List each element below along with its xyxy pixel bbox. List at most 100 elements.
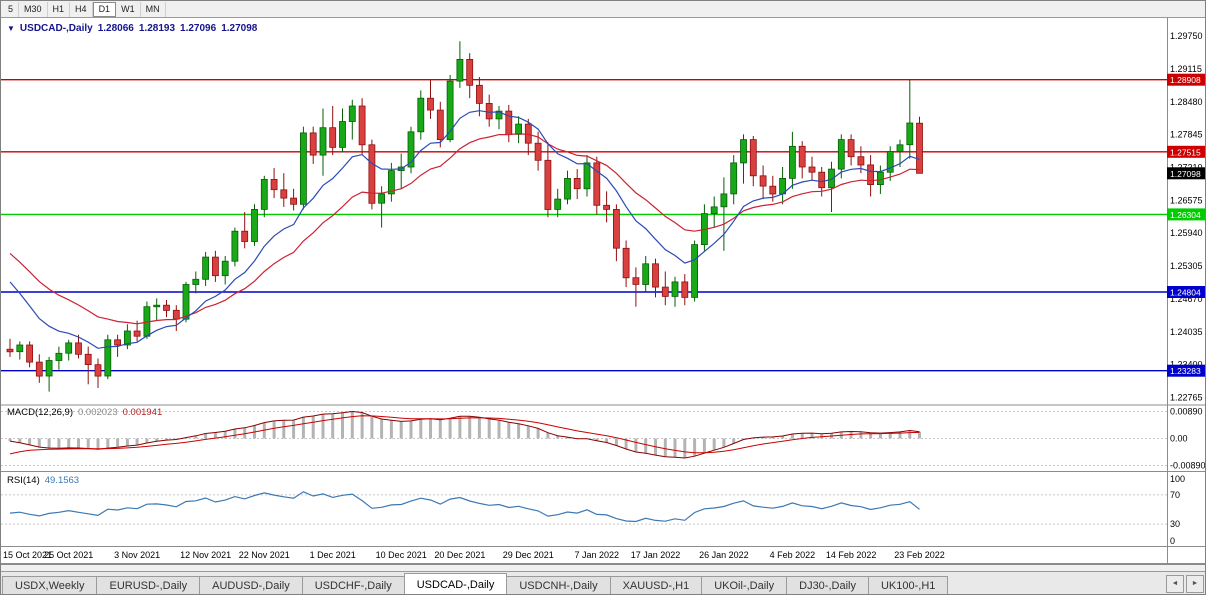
price-badge-text: 1.26304 — [1170, 210, 1201, 220]
timeframe-button-m30[interactable]: M30 — [19, 1, 48, 17]
candle-body — [515, 123, 522, 135]
price-axis-label: 1.29115 — [1170, 64, 1202, 74]
candle-body — [652, 263, 659, 288]
date-axis-label: 7 Jan 2022 — [575, 550, 620, 560]
price-badge — [1167, 145, 1205, 158]
candle-body — [681, 281, 689, 298]
price-axis-label: 1.25940 — [1170, 228, 1203, 238]
macd-axis-label: 0.00890 — [1170, 407, 1203, 417]
candle-body — [828, 168, 835, 189]
price-axis-label: 1.28480 — [1170, 97, 1203, 107]
candle-body — [759, 175, 767, 187]
price-badge-text: 1.27515 — [1170, 147, 1201, 157]
candle-body — [710, 206, 718, 214]
candle-body — [55, 352, 63, 361]
chart-tab-eurusd-daily[interactable]: EURUSD-,Daily — [96, 576, 201, 594]
candle-body — [358, 105, 366, 146]
price-badge — [1167, 167, 1205, 180]
candle-body — [124, 330, 131, 346]
candle-body — [427, 97, 434, 111]
candle-body — [202, 256, 210, 280]
candle-body — [231, 230, 239, 262]
price-badge-text: 1.27098 — [1170, 169, 1201, 179]
candle-body — [691, 244, 698, 298]
candle-body — [495, 110, 503, 120]
date-axis-label: 20 Dec 2021 — [434, 550, 485, 560]
ohlc-close: 1.27098 — [221, 23, 258, 34]
macd-axis-label: 0.00 — [1170, 434, 1188, 444]
tab-scroll-right-icon[interactable]: ► — [1186, 575, 1204, 593]
candle-body — [896, 144, 904, 152]
date-axis-label: 23 Feb 2022 — [894, 550, 945, 560]
chart-tab-usdchf-daily[interactable]: USDCHF-,Daily — [301, 576, 405, 594]
price-badge-text: 1.24804 — [1170, 288, 1201, 298]
price-axis-label: 1.26575 — [1170, 195, 1203, 205]
ma-fast-line — [9, 110, 920, 349]
candle-body — [769, 185, 777, 195]
chart-tab-usdx-weekly[interactable]: USDX,Weekly — [2, 576, 98, 594]
candle-body — [309, 132, 317, 156]
candle-body — [241, 230, 249, 242]
candle-body — [26, 344, 34, 363]
candle-body — [877, 171, 884, 185]
timeframe-button-w1[interactable]: W1 — [116, 1, 141, 17]
candle-body — [583, 162, 591, 190]
timeframe-button-d1[interactable]: D1 — [92, 1, 117, 17]
macd-signal-value: 0.001941 — [122, 407, 163, 418]
price-axis-label: 1.22765 — [1170, 393, 1203, 403]
chart-tab-dj30-daily[interactable]: DJ30-,Daily — [786, 576, 869, 594]
timeframe-toolbar: 5 M30 H1 H4 D1 W1 MN — [1, 1, 1205, 18]
candle-body — [339, 121, 346, 148]
ohlc-high: 1.28193 — [138, 23, 176, 34]
macd-line — [9, 410, 920, 459]
candle-body — [456, 59, 464, 82]
price-axis-label: 1.24670 — [1170, 294, 1203, 304]
candle-body — [290, 197, 298, 205]
horizontal-scrollbar-strip[interactable] — [1, 564, 1205, 571]
candle-body — [114, 339, 121, 346]
chart-tab-usdcnh-daily[interactable]: USDCNH-,Daily — [506, 576, 611, 594]
timeframe-button-5[interactable]: 5 — [3, 1, 20, 17]
candle-body — [730, 162, 738, 195]
candle-body — [378, 193, 386, 204]
candle-body — [564, 177, 571, 200]
date-axis-label: 14 Feb 2022 — [826, 550, 877, 560]
candle-body — [808, 166, 816, 173]
timeframe-button-mn[interactable]: MN — [141, 1, 166, 17]
candle-body — [789, 145, 796, 179]
candle-body — [182, 284, 190, 320]
candle-body — [133, 330, 141, 337]
candle-body — [329, 127, 337, 148]
candle-body — [368, 144, 376, 204]
macd-indicator-label: MACD(12,26,9) 0.002023 0.001941 — [7, 407, 167, 418]
candle-body — [740, 139, 747, 164]
candle-body — [348, 105, 356, 122]
candle-body — [573, 177, 581, 190]
chart-tab-usdcad-daily[interactable]: USDCAD-,Daily — [403, 573, 508, 594]
candle-body — [35, 361, 43, 377]
chart-tab-uk100-h1[interactable]: UK100-,H1 — [867, 576, 949, 594]
date-axis-label: 15 Oct 2021 — [3, 550, 52, 560]
price-badge-text: 1.23283 — [1170, 366, 1201, 376]
candle-body — [534, 142, 542, 161]
candle-body — [251, 208, 258, 242]
rsi-axis-label: 30 — [1170, 519, 1180, 529]
timeframe-button-h4[interactable]: H4 — [70, 1, 93, 17]
candle-body — [446, 80, 454, 140]
chart-tab-audusd-daily[interactable]: AUDUSD-,Daily — [199, 576, 303, 594]
price-axis-label: 1.27845 — [1170, 130, 1203, 140]
chart-tab-xauusd-h1[interactable]: XAUUSD-,H1 — [609, 576, 703, 594]
price-axis-label: 1.24035 — [1170, 327, 1203, 337]
tab-scroll-left-icon[interactable]: ◄ — [1166, 575, 1184, 593]
macd-value: 0.002023 — [78, 407, 118, 418]
candle-body — [319, 127, 327, 156]
candle-body — [16, 344, 24, 353]
chart-dropdown-icon[interactable]: ▼ — [7, 24, 15, 33]
timeframe-button-h1[interactable]: H1 — [48, 1, 71, 17]
price-badge — [1167, 286, 1205, 298]
chart-tab-ukoil-daily[interactable]: UKOil-,Daily — [701, 576, 788, 594]
candle-body — [544, 159, 552, 210]
candle-body — [270, 178, 278, 191]
ohlc-open: 1.28066 — [97, 23, 134, 34]
